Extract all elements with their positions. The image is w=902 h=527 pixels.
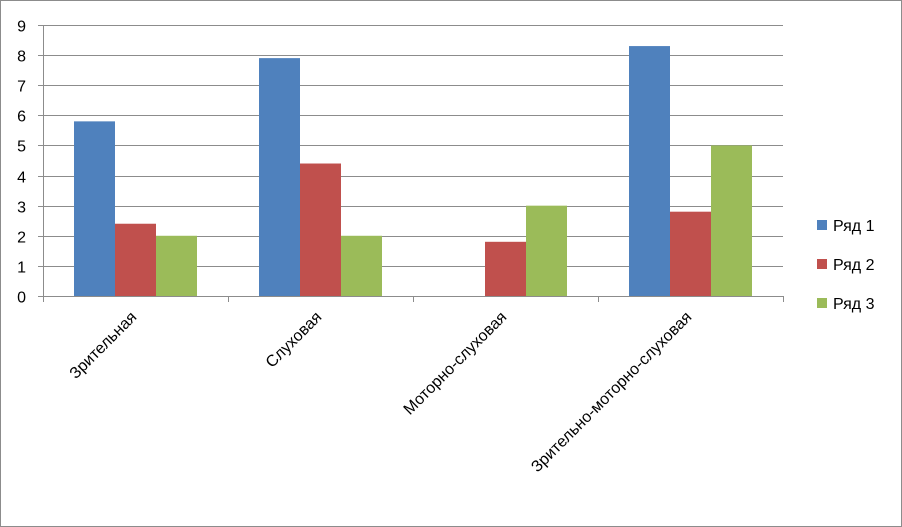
bar-3-2	[341, 235, 382, 296]
axes	[38, 25, 784, 302]
legend: Ряд 1 Ряд 2 Ряд 3	[817, 218, 875, 313]
y-tick-label: 8	[17, 49, 26, 66]
bar-1-4	[629, 46, 670, 297]
bar-3-4	[711, 145, 752, 296]
y-tick-label: 6	[17, 109, 26, 126]
y-tick-label: 4	[17, 170, 26, 187]
y-tick-labels: 0 1 2 3 4 5 6 7 8 9	[17, 19, 26, 307]
legend-label-2: Ряд 2	[833, 257, 875, 274]
y-tick-label: 0	[17, 290, 26, 307]
bar-1-2	[259, 58, 300, 296]
bar-2-2	[300, 163, 341, 296]
legend-label-1: Ряд 1	[833, 218, 875, 235]
y-tick-label: 1	[17, 260, 26, 277]
legend-swatch-1	[817, 220, 827, 230]
y-tick-label: 9	[17, 19, 26, 36]
bars	[74, 46, 752, 297]
bar-2-4	[670, 211, 711, 296]
y-tick-label: 5	[17, 139, 26, 156]
x-category-label: Моторно-слуховая	[401, 309, 511, 419]
bar-3-1	[156, 235, 197, 296]
bar-1-1	[74, 121, 115, 296]
y-tick-label: 3	[17, 200, 26, 217]
legend-swatch-2	[817, 259, 827, 269]
bar-2-3	[485, 241, 526, 296]
legend-swatch-3	[817, 298, 827, 308]
legend-label-3: Ряд 3	[833, 296, 875, 313]
bar-3-3	[526, 205, 567, 296]
y-tick-label: 2	[17, 230, 26, 247]
y-tick-label: 7	[17, 79, 26, 96]
x-category-label: Зрительно-моторно-слуховая	[528, 309, 695, 476]
x-category-label: Зрительная	[67, 309, 141, 383]
bar-2-1	[115, 223, 156, 296]
x-category-labels: Зрительная Слуховая Моторно-слуховая Зрител…	[67, 309, 696, 476]
x-category-label: Слуховая	[263, 309, 326, 372]
